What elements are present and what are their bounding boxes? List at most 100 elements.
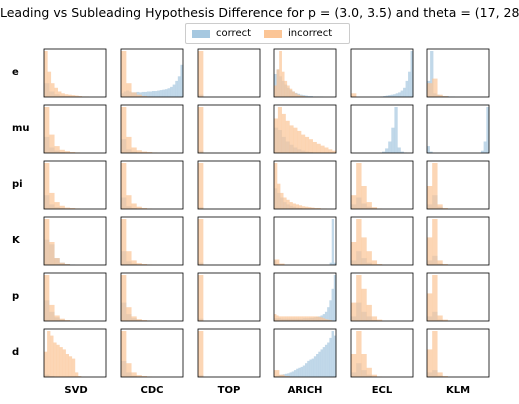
- bar-incorrect-p-ARICH-4: [282, 316, 286, 321]
- bar-incorrect-mu-ARICH-2: [281, 113, 286, 153]
- bar-correct-mu-KLM-20: [480, 150, 484, 153]
- bar-incorrect-p-SVD-1: [49, 304, 55, 321]
- bar-incorrect-mu-SVD-1: [49, 134, 55, 153]
- bar-correct-e-CDC-20: [172, 84, 176, 97]
- bar-incorrect-p-ECL-4: [371, 316, 378, 321]
- bar-correct-e-CDC-10: [146, 91, 150, 97]
- bar-incorrect-p-ECL-2: [361, 288, 367, 321]
- bar-incorrect-p-CDC-1: [126, 307, 132, 321]
- bar-incorrect-pi-ECL-4: [371, 207, 378, 209]
- bar-incorrect-p-KLM-2: [437, 315, 443, 321]
- bar-incorrect-mu-CDC-0: [121, 107, 127, 153]
- bar-correct-e-CDC-17: [164, 89, 168, 97]
- bar-incorrect-e-CDC-4: [141, 96, 148, 97]
- bar-incorrect-d-SVD-11: [78, 376, 82, 377]
- panel-e-CDC: [120, 48, 184, 98]
- bar-incorrect-e-SVD-1: [47, 71, 52, 97]
- bar-incorrect-e-ARICH-3: [281, 71, 285, 97]
- bar-incorrect-p-ARICH-10: [296, 316, 299, 321]
- bar-correct-d-ARICH-13: [302, 365, 306, 377]
- panel-K-ECL: [350, 216, 414, 266]
- bar-incorrect-pi-CDC-2: [131, 203, 137, 209]
- bar-incorrect-pi-SVD-5: [69, 208, 76, 209]
- bar-incorrect-e-CDC-1: [126, 83, 132, 97]
- bar-incorrect-d-SVD-0: [44, 351, 48, 377]
- bar-correct-p-ARICH-23: [324, 311, 328, 321]
- bar-incorrect-d-SVD-3: [53, 342, 57, 377]
- bar-incorrect-e-ARICH-5: [286, 85, 290, 97]
- bar-correct-d-ARICH-19: [316, 354, 319, 377]
- bar-incorrect-mu-SVD-5: [69, 152, 76, 153]
- panel-frame: [197, 272, 261, 322]
- bar-incorrect-mu-ARICH-5: [293, 127, 298, 153]
- bar-incorrect-p-ARICH-15: [307, 316, 310, 321]
- bar-correct-d-ARICH-5: [285, 373, 288, 377]
- bar-correct-d-ARICH-22: [322, 347, 326, 377]
- bar-incorrect-e-SVD-4: [57, 91, 62, 97]
- bar-correct-e-ECL-24: [410, 51, 414, 97]
- bar-incorrect-pi-TOP-0: [198, 163, 204, 209]
- bar-incorrect-K-CDC-1: [126, 251, 132, 265]
- bar-correct-e-CDC-12: [152, 91, 155, 97]
- bar-incorrect-p-CDC-3: [136, 319, 142, 321]
- panel-p-KLM: [426, 272, 490, 322]
- panel-frame: [350, 48, 414, 98]
- bar-correct-e-CDC-21: [175, 80, 179, 97]
- panel-pi-CDC: [120, 160, 184, 210]
- panel-mu-CDC: [120, 104, 184, 154]
- bar-correct-mu-KLM-0: [427, 146, 430, 153]
- bar-incorrect-d-SVD-8: [68, 356, 73, 377]
- bar-correct-d-ARICH-16: [309, 359, 312, 377]
- bar-correct-e-ECL-19: [398, 92, 401, 97]
- panel-e-KLM: [426, 48, 490, 98]
- bar-incorrect-d-TOP-0: [198, 331, 204, 377]
- bar-correct-d-ARICH-10: [296, 368, 299, 377]
- bar-correct-K-ARICH-28: [333, 262, 337, 265]
- bar-incorrect-pi-CDC-3: [136, 206, 142, 209]
- panel-frame: [426, 160, 490, 210]
- bar-incorrect-d-ECL-4: [371, 374, 378, 377]
- bar-incorrect-p-ARICH-3: [280, 316, 284, 321]
- panel-frame: [273, 160, 337, 210]
- panel-frame: [120, 216, 184, 266]
- row-label-e: e: [12, 67, 19, 78]
- panel-e-SVD: [43, 48, 107, 98]
- legend-item-correct: correct: [192, 27, 251, 40]
- bar-incorrect-pi-ARICH-13: [314, 208, 318, 209]
- bar-correct-mu-ECL-10: [382, 151, 386, 153]
- row-label-mu: mu: [12, 123, 30, 134]
- bar-incorrect-p-ARICH-0: [274, 314, 277, 321]
- bar-correct-d-ARICH-8: [291, 371, 295, 377]
- bar-incorrect-e-ARICH-10: [299, 95, 303, 97]
- bar-incorrect-p-ARICH-9: [293, 316, 297, 321]
- bar-incorrect-p-ARICH-21: [320, 317, 323, 321]
- bar-incorrect-e-CDC-0: [121, 51, 127, 97]
- bar-incorrect-pi-KLM-1: [432, 163, 438, 209]
- bar-incorrect-d-SVD-6: [62, 349, 66, 377]
- bar-incorrect-e-CDC-3: [136, 94, 142, 97]
- bar-correct-d-ARICH-14: [305, 363, 308, 377]
- bar-incorrect-e-ARICH-2: [279, 51, 282, 97]
- bar-correct-p-ARICH-22: [322, 314, 326, 321]
- bar-incorrect-pi-KLM-2: [437, 204, 443, 209]
- bar-correct-d-ARICH-12: [300, 366, 303, 377]
- bar-incorrect-e-SVD-2: [50, 83, 55, 97]
- bar-incorrect-pi-ARICH-9: [301, 206, 306, 209]
- row-label-pi: pi: [12, 179, 23, 190]
- legend-item-incorrect: incorrect: [264, 27, 332, 40]
- bar-incorrect-mu-ARICH-1: [277, 107, 282, 153]
- bar-incorrect-d-SVD-9: [71, 358, 76, 377]
- bar-incorrect-K-SVD-2: [54, 258, 60, 265]
- bar-correct-mu-ECL-14: [394, 107, 398, 153]
- bar-incorrect-pi-ARICH-12: [311, 207, 315, 209]
- bar-correct-mu-ECL-11: [385, 148, 389, 153]
- bar-incorrect-e-ARICH-9: [297, 94, 301, 97]
- bar-incorrect-pi-ARICH-4: [286, 199, 290, 209]
- bar-incorrect-K-CDC-0: [121, 219, 127, 265]
- panel-frame: [120, 328, 184, 378]
- bar-incorrect-e-ARICH-6: [289, 88, 293, 97]
- bar-incorrect-p-KLM-3: [442, 319, 448, 321]
- bar-incorrect-e-ECL-0: [351, 93, 357, 97]
- bar-incorrect-e-CDC-2: [131, 92, 137, 97]
- bar-incorrect-mu-SVD-0: [44, 107, 50, 153]
